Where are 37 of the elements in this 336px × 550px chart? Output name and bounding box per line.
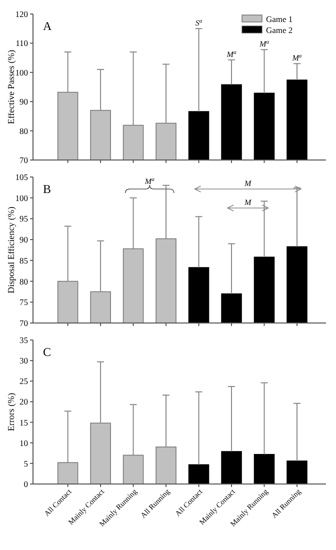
annotation: M$^{a}$ bbox=[291, 54, 302, 63]
y-axis-title: Disposal Efficiency (%) bbox=[6, 206, 16, 294]
legend-label: Game 1 bbox=[266, 14, 293, 24]
y-tick-label: 20 bbox=[20, 396, 28, 407]
legend-label: Game 2 bbox=[266, 25, 293, 35]
y-tick-label: 70 bbox=[20, 155, 28, 165]
y-tick-label: 90 bbox=[20, 234, 28, 245]
annotation: S$^{a}$ bbox=[195, 18, 202, 28]
y-tick-label: 35 bbox=[20, 335, 28, 345]
annotation: A bbox=[43, 19, 52, 33]
y-tick-label: 70 bbox=[20, 318, 28, 328]
y-tick-label: 15 bbox=[20, 417, 28, 428]
y-tick-label: 100 bbox=[15, 192, 28, 203]
y-axis-title: Errors (%) bbox=[6, 392, 16, 432]
y-tick-label: 120 bbox=[15, 9, 28, 19]
annotation: C bbox=[43, 345, 52, 359]
annotation: M$^{a}$ bbox=[258, 40, 270, 49]
y-tick-label: 85 bbox=[20, 255, 28, 266]
y-tick-label: 110 bbox=[16, 38, 28, 48]
y-tick-label: 75 bbox=[20, 297, 28, 308]
y-tick-label: 30 bbox=[20, 356, 28, 366]
y-tick-label: 95 bbox=[20, 214, 28, 224]
y-tick-label: 10 bbox=[20, 438, 28, 448]
y-tick-label: 80 bbox=[20, 276, 28, 286]
annotation: M$^{a}$ bbox=[226, 50, 236, 59]
y-axis-title: Effective Passes (%) bbox=[6, 50, 16, 124]
y-tick-label: 80 bbox=[20, 126, 28, 136]
annotation: M$^{a}$ bbox=[144, 177, 155, 186]
y-tick-label: 100 bbox=[15, 67, 28, 78]
y-tick-label: 5 bbox=[24, 458, 28, 468]
y-tick-label: 105 bbox=[15, 172, 28, 182]
annotation: M bbox=[244, 198, 253, 207]
y-tick-label: 0 bbox=[24, 479, 28, 489]
annotation: B bbox=[43, 182, 52, 196]
y-tick-label: 25 bbox=[20, 376, 28, 386]
y-tick-label: 90 bbox=[20, 96, 28, 107]
annotation: M bbox=[244, 179, 253, 188]
